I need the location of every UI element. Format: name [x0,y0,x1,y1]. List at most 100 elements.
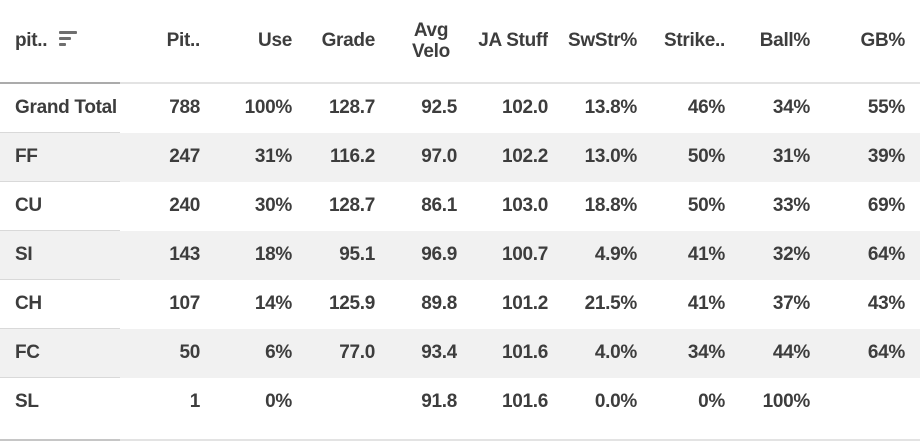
cell: 100.7 [501,244,548,265]
cell: 31% [254,146,292,167]
cell: 69% [867,195,905,216]
cell: 101.2 [501,293,548,314]
cell: 128.7 [328,97,375,119]
cell: 41% [687,293,725,314]
cell: 102.0 [501,97,548,119]
cell: 1 [189,390,200,412]
cell: CH [0,279,120,329]
column-header-label: SwStr% [568,30,637,51]
column-header-pitches[interactable]: Pit.. [120,0,200,84]
header-row: pit.. Pit.. Use Grade Avg Velo JA Stuff … [0,0,920,84]
cell: 101.6 [501,342,548,363]
cell: SI [0,230,120,280]
cell [292,378,375,427]
cell: 116.2 [330,146,375,167]
cell: 0.0% [594,390,637,412]
cell: 788 [169,97,200,119]
table-bottom-border [0,439,920,441]
pitch-table: pit.. Pit.. Use Grade Avg Velo JA Stuff … [0,0,920,426]
cell: 95.1 [339,244,375,265]
table-row-ch: CH 107 14% 125.9 89.8 101.2 21.5% 41% 37… [0,279,920,329]
sort-descending-icon [59,31,78,47]
cell: 14% [254,293,292,314]
table-row-si: SI 143 18% 95.1 96.9 100.7 4.9% 41% 32% … [0,230,920,280]
cell: 91.8 [421,390,457,412]
column-header-label: Pit.. [166,30,200,51]
column-header-label: Strike.. [664,30,725,51]
cell: 31% [772,146,810,167]
column-header-ja-stuff[interactable]: JA Stuff [457,0,548,84]
cell: 86.1 [421,195,457,216]
cell: 247 [169,146,200,167]
column-header-grade[interactable]: Grade [292,0,375,84]
table-bottom-gap [0,426,920,439]
column-header-ball[interactable]: Ball% [725,0,810,84]
cell [810,378,920,427]
column-header-label: Use [258,30,292,51]
cell: 34% [772,97,810,119]
column-header-label: Ball% [759,30,810,51]
cell: 77.0 [339,342,375,363]
cell: 50% [687,195,725,216]
cell: 21.5% [584,293,637,314]
cell: 143 [169,244,200,265]
column-header-gb[interactable]: GB% [810,0,920,84]
column-header-strike[interactable]: Strike.. [637,0,725,84]
cell: FC [0,328,120,378]
cell: 6% [265,342,292,363]
cell: 41% [687,244,725,265]
table-header: pit.. Pit.. Use Grade Avg Velo JA Stuff … [0,0,920,84]
column-header-label: Avg Velo [412,19,450,62]
cell: 50 [179,342,200,363]
cell: 64% [867,244,905,265]
cell: 18% [254,244,292,265]
cell: 0% [698,390,725,412]
cell: Grand Total [0,83,120,133]
cell: SL [15,391,39,412]
cell: FF [0,132,120,182]
column-header-use[interactable]: Use [200,0,292,84]
cell: 100% [244,97,292,119]
cell: 50% [687,146,725,167]
column-header-swstr[interactable]: SwStr% [548,0,637,84]
cell: 13.8% [584,97,637,119]
cell: 18.8% [584,195,637,216]
cell: 33% [772,195,810,216]
cell: 39% [867,146,905,167]
cell: 92.5 [421,97,457,119]
cell: 107 [169,293,200,314]
cell: 32% [772,244,810,265]
cell: 96.9 [421,244,457,265]
table-body: Grand Total 788 100% 128.7 92.5 102.0 13… [0,83,920,426]
cell: 101.6 [501,390,548,412]
cell: 100% [762,390,810,412]
column-header-pitch-type[interactable]: pit.. [0,0,120,84]
table-row-cu: CU 240 30% 128.7 86.1 103.0 18.8% 50% 33… [0,181,920,231]
table-row-grand-total: Grand Total 788 100% 128.7 92.5 102.0 13… [0,83,920,133]
cell: 4.0% [594,342,637,363]
cell: 55% [867,97,905,119]
cell: 93.4 [421,342,457,363]
cell: 89.8 [421,293,457,314]
column-header-avg-velo[interactable]: Avg Velo [375,0,457,84]
cell: CU [0,181,120,231]
table-row-ff: FF 247 31% 116.2 97.0 102.2 13.0% 50% 31… [0,132,920,182]
cell: 0% [265,390,292,412]
cell: 128.7 [328,195,375,216]
table-row-fc: FC 50 6% 77.0 93.4 101.6 4.0% 34% 44% 64… [0,328,920,378]
column-header-label: pit.. [15,30,48,51]
cell: 240 [169,195,200,216]
cell: 103.0 [501,195,548,216]
column-header-label: JA Stuff [478,30,548,51]
column-header-label: Grade [321,30,375,51]
cell: 64% [867,342,905,363]
cell: 43% [867,293,905,314]
column-header-label: GB% [860,30,906,51]
cell: 34% [687,342,725,363]
cell: 125.9 [328,293,375,314]
cell: 97.0 [421,146,457,167]
cell: 102.2 [501,146,548,167]
cell: 46% [687,97,725,119]
cell: 37% [772,293,810,314]
